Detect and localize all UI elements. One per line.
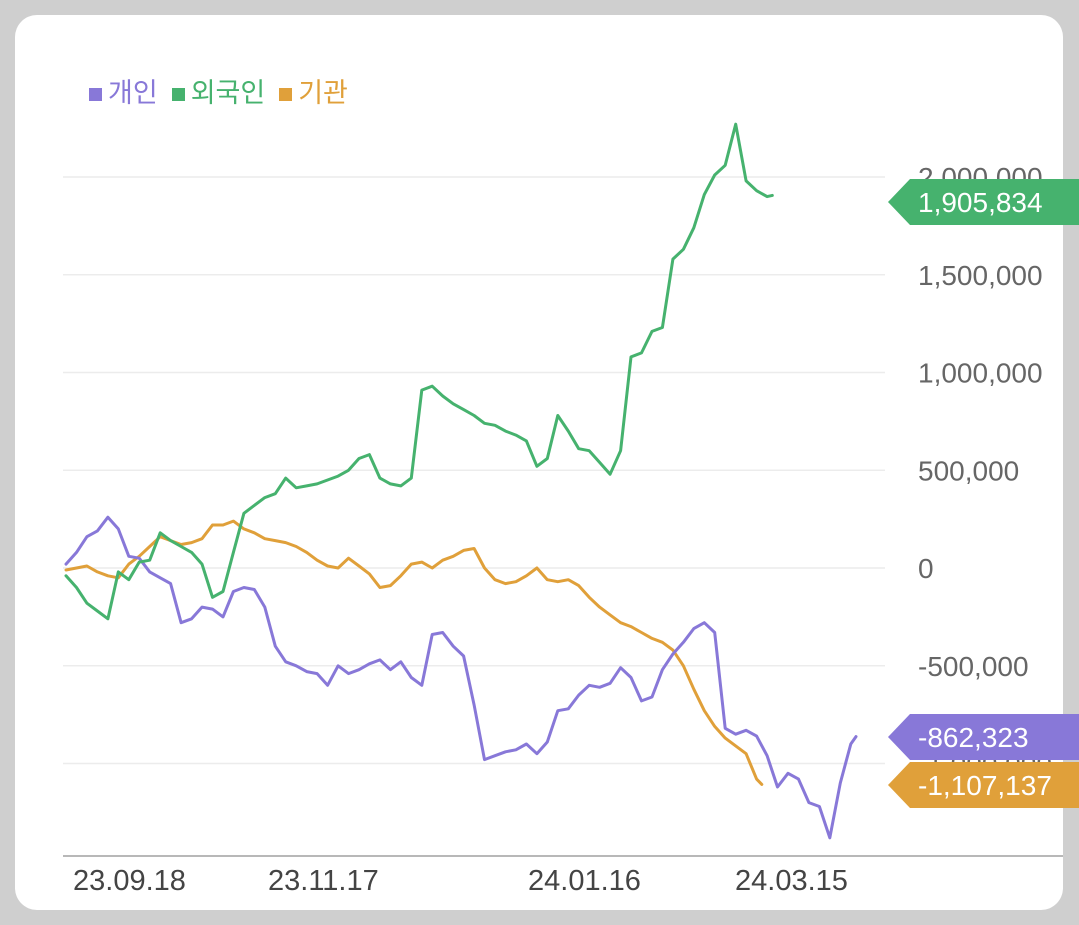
- legend-swatch-foreign: [171, 87, 185, 101]
- end-value-label-foreign: 1,905,834: [918, 187, 1043, 218]
- legend-item-institution[interactable]: 기관: [279, 77, 348, 111]
- end-value-badge-individual: [888, 714, 1079, 760]
- end-value-badge-foreign: [888, 179, 1079, 225]
- x-tick-label: 24.03.15: [735, 865, 848, 897]
- series-line-foreign: [64, 122, 774, 621]
- y-tick-label: 1,000,000: [918, 358, 1043, 389]
- legend-swatch-individual: [89, 87, 102, 101]
- legend-item-foreign[interactable]: 외국인: [171, 77, 266, 111]
- y-tick-label: -500,000: [918, 651, 1029, 682]
- y-tick-label: 500,000: [918, 455, 1019, 486]
- x-tick-label: 24.01.16: [528, 865, 641, 897]
- x-tick-label: 23.11.17: [268, 865, 379, 897]
- legend-swatch-institution: [279, 87, 293, 101]
- end-value-badge-institution: [888, 762, 1079, 808]
- series-line-institution: [64, 519, 764, 786]
- x-tick-label: 23.09.18: [73, 865, 186, 897]
- legend-label-institution: 기관: [298, 78, 348, 109]
- end-value-label-institution: -1,107,137: [918, 770, 1052, 801]
- legend-label-foreign: 외국인: [190, 78, 266, 109]
- chart-card: 개인 외국인 기관: [15, 15, 1063, 910]
- legend-item-individual[interactable]: 개인: [89, 77, 158, 111]
- chart-legend: 개인 외국인 기관: [89, 77, 348, 111]
- y-tick-label: 1,500,000: [918, 260, 1043, 291]
- y-tick-label: 0: [918, 553, 934, 584]
- legend-label-individual: 개인: [108, 78, 158, 109]
- end-value-label-individual: -862,323: [918, 722, 1029, 753]
- series-line-individual: [64, 515, 858, 840]
